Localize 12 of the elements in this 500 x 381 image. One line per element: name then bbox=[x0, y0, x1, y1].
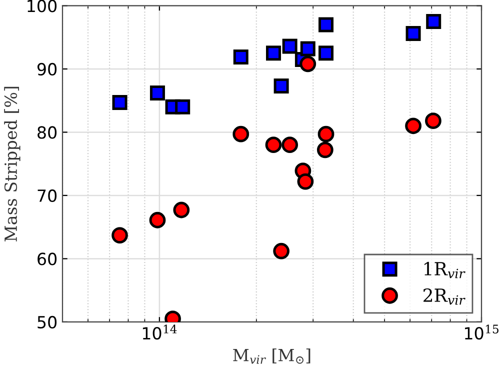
y-tick-label: 90 bbox=[37, 62, 57, 76]
y-tick-label: 60 bbox=[38, 252, 57, 266]
x-axis-title: M$_{vir}$ [M$_{⊙}$] bbox=[233, 348, 310, 364]
legend-label: 1R$_{vir}$ bbox=[424, 262, 466, 278]
x-tick-label: 10$^{14}$ bbox=[142, 324, 177, 340]
y-tick-label: 80 bbox=[38, 126, 57, 139]
y-tick-label: 50 bbox=[38, 316, 57, 329]
legend-label: 2R$_{vir}$ bbox=[424, 288, 466, 305]
y-tick-label: 70 bbox=[38, 189, 57, 202]
x-tick-label: 10$^{15}$ bbox=[464, 324, 498, 340]
y-axis-title: Mass Stripped [%] bbox=[4, 86, 20, 242]
y-tick-label: 100 bbox=[28, 0, 57, 12]
